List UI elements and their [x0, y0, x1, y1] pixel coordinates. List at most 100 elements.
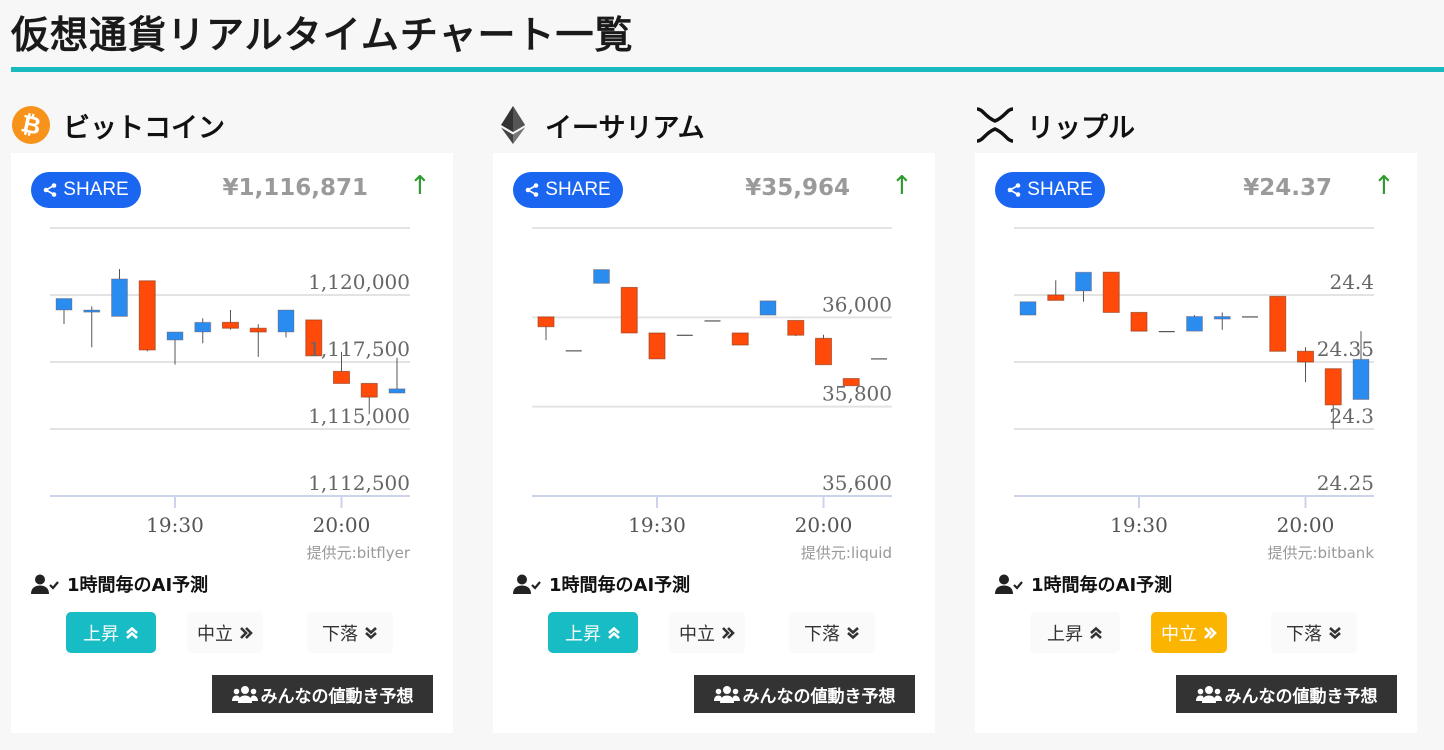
- candle-up: [1352, 358, 1370, 401]
- prediction-up-button[interactable]: 上昇: [548, 612, 638, 653]
- ai-prediction-heading: 1時間毎のAI予測: [31, 571, 208, 597]
- candle-up: [83, 309, 101, 313]
- coin-section: イーサリアム SHARE ¥35,964 ↑ 35,600 35,800 36,00…: [493, 100, 935, 740]
- prediction-down-button[interactable]: 下落: [789, 612, 875, 653]
- candle-up: [1213, 315, 1231, 320]
- coin-name: ビットコイン: [63, 112, 225, 144]
- community-forecast-button[interactable]: みんなの値動き予想: [1176, 675, 1397, 713]
- candle-down: [815, 337, 832, 366]
- share-label: SHARE: [63, 179, 129, 200]
- double-chevron-up-icon: [126, 626, 138, 639]
- share-button[interactable]: SHARE: [31, 172, 141, 208]
- prediction-neutral-button[interactable]: 中立: [669, 612, 745, 653]
- coin-header: ₿ ビットコイン: [11, 104, 225, 146]
- double-chevron-up-icon: [1090, 626, 1102, 639]
- prediction-down-button[interactable]: 下落: [307, 612, 393, 653]
- user-check-icon: [31, 574, 59, 594]
- prediction-up-label: 上昇: [83, 623, 119, 645]
- community-forecast-label: みんなの値動き予想: [1224, 686, 1378, 707]
- coin-section: リップル SHARE ¥24.37 ↑ 24.25 24.3 24.35 24.4 19…: [975, 100, 1417, 740]
- candle-down: [1130, 311, 1148, 332]
- prediction-neutral-button[interactable]: 中立: [1151, 612, 1227, 653]
- double-chevron-right-icon: [240, 626, 253, 639]
- candle-down: [305, 319, 323, 357]
- bitcoin-icon: ₿: [11, 105, 51, 145]
- candle-up: [593, 269, 610, 284]
- page-title: 仮想通貨リアルタイムチャート一覧: [11, 13, 634, 57]
- candle-down: [620, 286, 638, 334]
- trend-arrow-up-icon: ↑: [1373, 171, 1395, 201]
- x-tick-label: 20:00: [1277, 513, 1335, 537]
- x-tick-label: 19:30: [1110, 513, 1168, 537]
- y-tick-label: 1,112,500: [308, 471, 410, 495]
- community-forecast-button[interactable]: みんなの値動き予想: [212, 675, 433, 713]
- candle-down: [731, 332, 749, 346]
- candle-down: [842, 378, 860, 387]
- candle-down: [1297, 350, 1314, 363]
- users-icon: [713, 686, 740, 703]
- title-divider: [11, 67, 1444, 72]
- prediction-down-button[interactable]: 下落: [1271, 612, 1357, 653]
- data-source-label: 提供元:liquid: [801, 544, 892, 562]
- candlestick-chart: 1,112,500 1,115,000 1,117,500 1,120,000 19:3…: [50, 227, 411, 562]
- prediction-neutral-label: 中立: [1161, 623, 1197, 645]
- candle-down: [1047, 294, 1065, 301]
- users-icon: [1195, 686, 1222, 703]
- candle-down: [1324, 368, 1342, 406]
- y-tick-label: 24.25: [1317, 471, 1374, 495]
- candlestick-chart: 35,600 35,800 36,000 19:30 20:00 提供元:liquid: [532, 227, 892, 562]
- y-tick-label: 24.4: [1329, 270, 1374, 294]
- candle-up: [55, 297, 73, 311]
- prediction-neutral-label: 中立: [197, 623, 233, 645]
- community-forecast-label: みんなの値動き予想: [742, 686, 896, 707]
- x-tick-label: 19:30: [146, 513, 204, 537]
- candle-up: [166, 331, 184, 341]
- share-button[interactable]: SHARE: [995, 172, 1105, 208]
- candle-up: [1019, 301, 1037, 316]
- trend-arrow-up-icon: ↑: [891, 171, 913, 201]
- prediction-up-label: 上昇: [565, 623, 601, 645]
- share-button[interactable]: SHARE: [513, 172, 623, 208]
- share-icon: [43, 183, 57, 197]
- prediction-neutral-button[interactable]: 中立: [187, 612, 263, 653]
- ai-prediction-title: 1時間毎のAI予測: [67, 575, 209, 596]
- candle-down: [333, 370, 350, 384]
- ai-prediction-heading: 1時間毎のAI予測: [513, 571, 690, 597]
- double-chevron-right-icon: [1204, 626, 1217, 639]
- candle-down: [249, 327, 267, 333]
- data-source-label: 提供元:bitbank: [1267, 544, 1374, 562]
- candle-up: [1242, 316, 1258, 318]
- chart-card: SHARE ¥35,964 ↑ 35,600 35,800 36,000 19:30 2…: [493, 153, 935, 733]
- candle-down: [787, 319, 805, 336]
- candle-up: [1075, 271, 1092, 292]
- prediction-down-label: 下落: [804, 623, 840, 645]
- candle-up: [704, 320, 721, 322]
- double-chevron-up-icon: [608, 626, 620, 639]
- candle-down: [1269, 295, 1287, 352]
- y-tick-label: 24.35: [1317, 337, 1374, 361]
- y-tick-label: 1,120,000: [308, 270, 410, 294]
- coin-header: リップル: [975, 104, 1135, 146]
- double-chevron-right-icon: [722, 626, 735, 639]
- double-chevron-down-icon: [365, 626, 377, 639]
- community-forecast-button[interactable]: みんなの値動き予想: [694, 675, 915, 713]
- chart-card: SHARE ¥24.37 ↑ 24.25 24.3 24.35 24.4 19:30 20…: [975, 153, 1417, 733]
- candle-up: [565, 350, 582, 352]
- coin-name: リップル: [1027, 112, 1135, 144]
- x-tick-label: 20:00: [795, 513, 853, 537]
- prediction-up-button[interactable]: 上昇: [66, 612, 156, 653]
- data-source-label: 提供元:bitflyer: [307, 544, 411, 562]
- candle-down: [648, 332, 666, 360]
- share-label: SHARE: [1027, 179, 1093, 200]
- candle-down: [360, 382, 378, 398]
- candle-up: [111, 278, 128, 317]
- candle-down: [138, 280, 156, 351]
- share-icon: [525, 183, 539, 197]
- double-chevron-down-icon: [1329, 626, 1341, 639]
- candle-up: [1158, 331, 1175, 333]
- coin-section: ₿ ビットコイン SHARE ¥1,116,871 ↑ 1,112,500 1,1…: [11, 100, 453, 740]
- prediction-up-button[interactable]: 上昇: [1030, 612, 1120, 653]
- y-tick-label: 35,600: [822, 471, 892, 495]
- ai-prediction-title: 1時間毎のAI予測: [549, 575, 691, 596]
- current-price: ¥35,964: [745, 175, 850, 201]
